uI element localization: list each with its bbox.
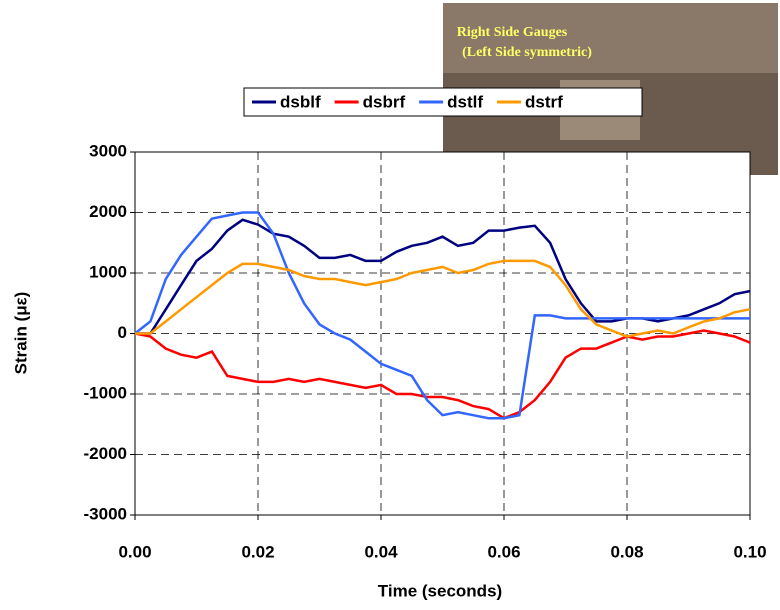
- x-tick-label: 0.06: [487, 542, 520, 561]
- y-axis-label: Strain (με): [11, 292, 30, 375]
- x-tick-label: 0.00: [118, 542, 151, 561]
- inset-text: (Left Side symmetric): [462, 45, 592, 60]
- legend-label: dstrf: [525, 92, 563, 111]
- y-tick-label: 2000: [89, 202, 127, 221]
- x-tick-label: 0.04: [364, 542, 398, 561]
- y-tick-label: -3000: [84, 504, 127, 523]
- x-axis-label: Time (seconds): [378, 581, 502, 600]
- y-tick-label: 1000: [89, 262, 127, 281]
- series-line: [135, 259, 751, 338]
- series-line: [134, 211, 750, 420]
- legend-label: dsblf: [280, 92, 321, 111]
- inset-text: Right Side Gauges: [457, 25, 568, 40]
- y-tick-label: 0: [118, 323, 127, 342]
- x-tick-label: 0.08: [610, 542, 643, 561]
- y-tick-label: -1000: [84, 383, 127, 402]
- legend-label: dsbrf: [363, 92, 406, 111]
- x-tick-label: 0.02: [241, 542, 274, 561]
- series-line: [134, 329, 751, 420]
- y-tick-label: -2000: [84, 444, 127, 463]
- photo-inset-upper: [443, 3, 778, 73]
- y-tick-label: 3000: [89, 141, 127, 160]
- legend-label: dstlf: [447, 92, 483, 111]
- x-tick-label: 0.10: [733, 542, 766, 561]
